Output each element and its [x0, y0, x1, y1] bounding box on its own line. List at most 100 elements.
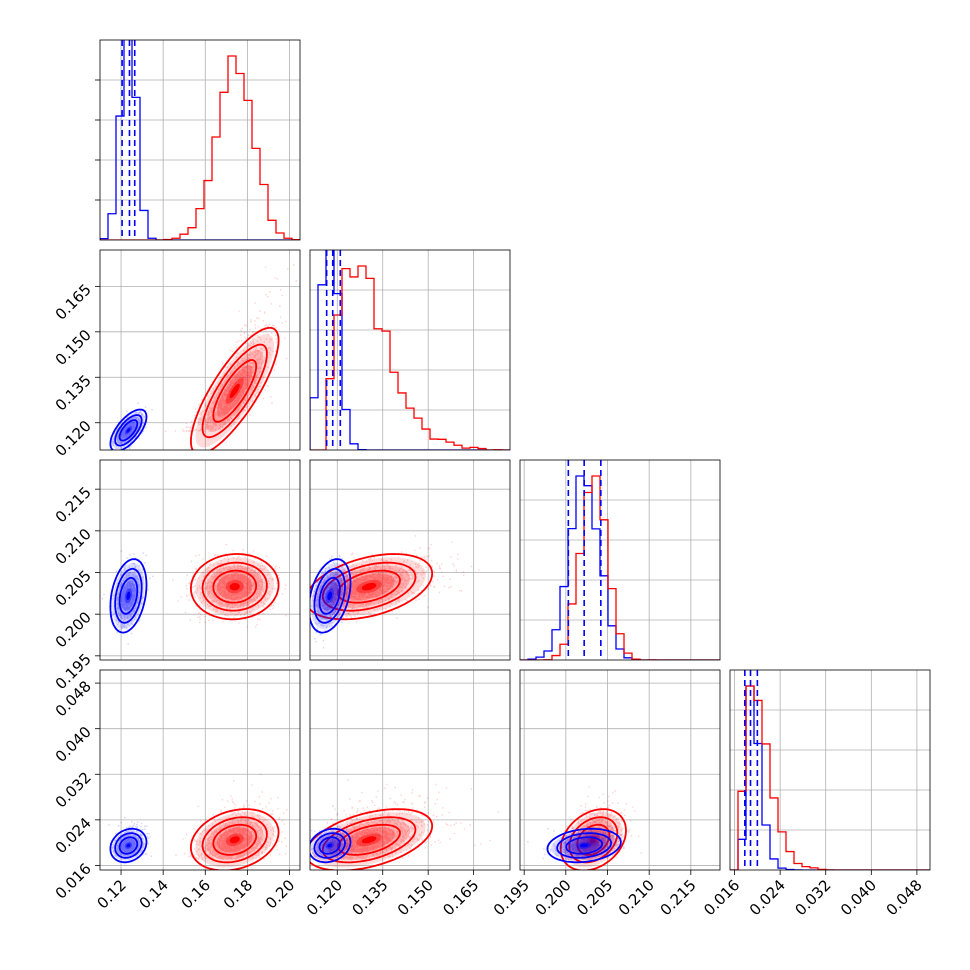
density-core-blue [126, 843, 131, 848]
contour-red [321, 561, 417, 612]
y-tick-label: 0.120 [52, 417, 95, 460]
x-tick-label: 0.210 [615, 876, 658, 919]
contour-blue [318, 576, 341, 615]
contour-red [310, 808, 434, 870]
x-tick-label: 0.18 [220, 876, 256, 912]
contour-blue [310, 827, 352, 864]
scatter-panel-2-1 [99, 249, 301, 451]
density-core-blue [327, 843, 333, 848]
contour-blue [118, 576, 139, 615]
y-tick-label: 0.016 [52, 860, 95, 903]
contour-blue [118, 419, 139, 442]
y-tick-label: 0.165 [52, 280, 95, 323]
histogram-panel-3 [519, 459, 721, 661]
x-tick-label: 0.135 [348, 876, 391, 919]
contour-red [337, 823, 401, 856]
x-tick-label: 0.150 [394, 876, 437, 919]
x-tick-label: 0.048 [883, 876, 926, 919]
y-tick-label: 0.150 [52, 326, 95, 369]
panel-frame [99, 459, 301, 661]
contour-red [568, 816, 619, 864]
x-tick-label: 0.120 [303, 876, 346, 919]
density-core-red [361, 836, 377, 844]
scatter-panel-4-2 [309, 669, 511, 871]
panel-frame [729, 669, 931, 871]
contour-red [201, 816, 268, 864]
histogram-blue [100, 40, 300, 240]
contour-red [212, 359, 258, 423]
histogram-red [100, 55, 300, 240]
scatter-panel-3-2 [309, 459, 511, 661]
panel-frame [99, 669, 301, 871]
contour-blue [556, 832, 613, 859]
density-core-red [229, 582, 240, 591]
histogram-panel-1 [99, 39, 301, 241]
density-core-red [229, 383, 240, 399]
panel-frame [309, 249, 511, 451]
x-tick-label: 0.14 [136, 876, 172, 912]
contour-red [337, 569, 401, 604]
x-tick-label: 0.032 [791, 876, 834, 919]
x-tick-label: 0.16 [178, 876, 214, 912]
x-tick-label: 0.20 [262, 876, 298, 912]
panel-frame [99, 249, 301, 451]
histogram-red [520, 475, 720, 660]
x-tick-label: 0.024 [746, 876, 789, 919]
histogram-panel-2 [309, 249, 511, 451]
y-tick-label: 0.040 [52, 723, 95, 766]
histogram-blue [730, 685, 930, 870]
y-tick-label: 0.215 [52, 483, 95, 526]
scatter-panel-4-1 [99, 669, 301, 871]
contour-blue [313, 832, 346, 859]
contour-red [189, 553, 280, 621]
y-tick-label: 0.032 [52, 768, 95, 811]
x-tick-label: 0.040 [837, 876, 880, 919]
contour-blue [565, 836, 604, 855]
y-tick-label: 0.024 [52, 814, 95, 857]
contour-red [310, 553, 434, 621]
contour-blue [114, 567, 143, 624]
panel-frame [99, 39, 301, 241]
contour-red [559, 808, 627, 870]
panel-frame [519, 459, 721, 661]
y-tick-label: 0.205 [52, 567, 95, 610]
panel-frame [309, 669, 511, 871]
x-tick-label: 0.165 [439, 876, 482, 919]
contour-blue [546, 827, 622, 864]
contour-red [201, 561, 268, 612]
scatter-panel-4-3 [519, 669, 721, 871]
x-tick-label: 0.016 [700, 876, 743, 919]
contour-red [201, 343, 268, 439]
histogram-panel-4 [729, 669, 931, 871]
histogram-red [310, 265, 510, 450]
contour-red [212, 823, 258, 856]
contour-red [576, 823, 611, 856]
contour-red [189, 808, 280, 870]
contour-blue [118, 836, 139, 855]
contour-red [212, 569, 258, 604]
contour-red [189, 327, 280, 450]
panel-frame [519, 669, 721, 871]
contour-blue [109, 558, 148, 634]
density-core-blue [580, 843, 589, 848]
contour-blue [109, 827, 148, 864]
contour-blue [313, 567, 346, 624]
density-core-red [361, 582, 377, 591]
contour-blue [114, 414, 143, 447]
x-tick-label: 0.200 [532, 876, 575, 919]
scatter-points-red [328, 535, 480, 624]
density-core-blue [126, 591, 131, 600]
x-tick-label: 0.12 [94, 876, 130, 912]
x-tick-label: 0.215 [657, 876, 700, 919]
x-tick-label: 0.205 [573, 876, 616, 919]
density-core-red [229, 836, 240, 844]
y-tick-label: 0.210 [52, 525, 95, 568]
density-core-blue [126, 427, 131, 433]
contour-blue [310, 558, 352, 634]
contour-blue [114, 832, 143, 859]
histogram-blue [520, 475, 720, 660]
contour-blue [109, 408, 148, 450]
contour-red [321, 816, 417, 864]
y-tick-label: 0.200 [52, 608, 95, 651]
